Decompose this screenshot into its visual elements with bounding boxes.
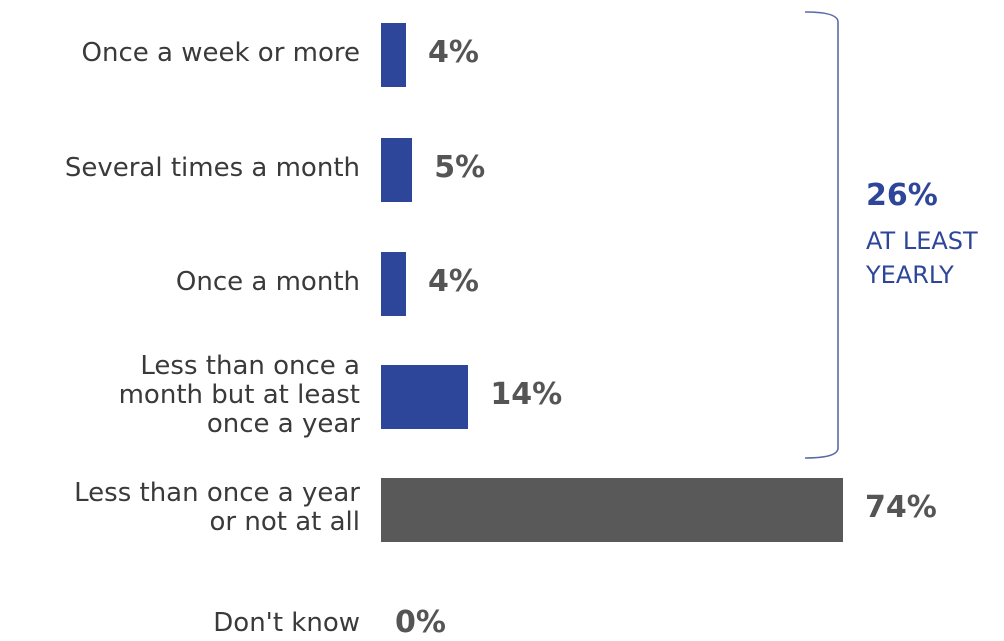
category-label-line: Less than once a year [74, 478, 360, 508]
value-label: 74% [865, 490, 937, 525]
value-label: 5% [434, 150, 486, 185]
category-label-line: Once a week or more [81, 37, 360, 68]
category-label: Once a week or more [0, 37, 360, 68]
bracket-line [804, 11, 839, 459]
category-label-line: month but at least [118, 379, 360, 410]
bar [381, 252, 406, 316]
category-label-line: or not at all [209, 507, 360, 537]
category-label: Don't know [0, 607, 360, 638]
value-label: 0% [395, 605, 446, 640]
category-label-line: Less than once a [140, 350, 360, 381]
category-label-line: Several times a month [64, 152, 360, 183]
bracket-caption-line2: YEARLY [866, 261, 954, 289]
bracket-value-label: 26% [866, 178, 938, 213]
value-label: 4% [427, 264, 479, 299]
category-label-line: Once a month [175, 266, 360, 297]
category-label-line: once a year [206, 408, 360, 439]
category-label: Once a month [0, 266, 360, 297]
bar [381, 138, 413, 202]
value-label: 4% [427, 35, 479, 70]
bar [381, 23, 406, 87]
category-label: Less than once a month but at least once a… [0, 350, 360, 439]
bracket-caption-line1: AT LEAST [866, 227, 978, 255]
value-label: 14% [490, 377, 563, 412]
category-label: Less than once a year or not at all [0, 479, 360, 537]
category-label-line: Don't know [213, 607, 360, 638]
category-label: Several times a month [0, 152, 360, 183]
bar [381, 365, 469, 429]
bar [381, 478, 843, 542]
